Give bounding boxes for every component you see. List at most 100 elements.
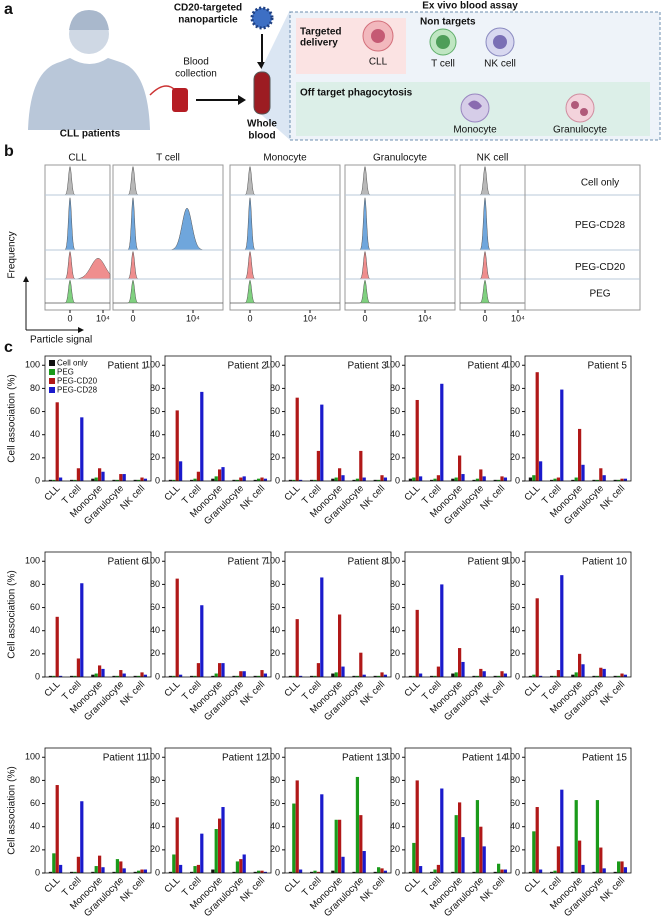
y-tick-label: 60 [390,406,400,416]
bar [178,674,183,677]
bar [461,474,465,481]
bar [331,673,335,677]
bar [550,675,554,677]
bar [211,478,215,481]
bar [623,674,628,677]
bar [55,616,59,677]
plot-frame [44,355,152,482]
bar [461,661,465,677]
bar [341,666,345,677]
bar [472,479,476,481]
chart-title: Patient 3 [348,361,388,372]
y-tick-label: 60 [150,798,160,808]
bar [94,477,98,481]
histogram-frame [44,164,111,311]
bar [538,869,543,873]
bar [362,851,366,873]
bar [475,478,480,481]
legend-swatch [49,387,55,393]
plot-frame [404,747,512,874]
bar [493,479,497,481]
plot-frame [284,747,392,874]
bar [617,861,621,873]
bar [298,869,303,873]
y-tick-label: 100 [505,360,520,370]
bar [578,428,582,481]
y-tick-label: 60 [510,798,520,808]
bar [122,673,126,677]
bar [55,785,59,873]
y-tick-label: 100 [385,360,400,370]
monocyte-nucleus [468,100,482,110]
plot-frame [284,355,392,482]
y-tick-label: 40 [510,625,520,635]
row-label: PEG-CD28 [575,220,625,231]
axis-arrow [25,280,80,331]
bar [528,675,533,677]
bar [383,674,388,677]
x-tick-label: 0 [482,313,487,323]
chart-title: Patient 10 [582,557,627,568]
bar [623,867,628,873]
bar [500,869,504,873]
bar [48,479,53,481]
y-tick-label: 100 [385,556,400,566]
bar [320,794,324,873]
bar [316,663,321,677]
bar [80,583,84,677]
column-title: Monocyte [263,153,307,164]
bar [172,479,176,481]
bar [503,673,508,677]
row-label: PEG [589,289,610,300]
bar [430,871,434,873]
y-tick-label: 0 [395,671,400,681]
bar [112,479,116,481]
bar [58,675,63,677]
chart-title: Patient 2 [228,361,268,372]
y-tick-label: 80 [270,579,280,589]
bar [458,648,462,677]
bar [320,577,324,677]
bar [571,479,575,481]
bar [362,477,366,481]
bar [263,871,268,873]
y-tick-label: 80 [510,775,520,785]
bar [253,479,257,481]
bar [352,675,356,677]
bar [493,871,497,873]
bar [556,477,561,481]
panel-label: a [4,1,13,18]
bar [52,853,56,873]
histogram [113,197,223,251]
bar [408,675,413,677]
bar [380,868,384,873]
y-tick-label: 20 [390,648,400,658]
bar [232,479,236,481]
arrow-head [238,95,246,105]
bar [338,468,342,481]
y-tick-label: 80 [30,579,40,589]
histogram [460,279,525,304]
cll-label: CLL [369,57,388,68]
chart-title: Patient 12 [222,753,267,764]
y-tick-label: 20 [30,452,40,462]
bar [338,819,342,873]
column-title: NK cell [477,153,509,164]
y-tick-label: 100 [265,360,280,370]
y-tick-label: 60 [30,602,40,612]
y-tick-label: 60 [270,602,280,612]
bar [253,871,257,873]
bar [70,871,74,873]
chart-title: Patient 4 [468,361,508,372]
bar [313,870,317,873]
y-axis-label: Cell association (%) [7,766,18,854]
column-title: T cell [156,153,180,164]
bar [211,675,215,677]
bar [377,675,381,677]
bar [313,675,317,677]
granulocyte-nucleus [571,101,579,109]
x-tick-label: CLL [42,875,62,895]
bar [242,854,246,873]
non-targets-label: Non targets [420,17,476,28]
bar [310,479,314,481]
